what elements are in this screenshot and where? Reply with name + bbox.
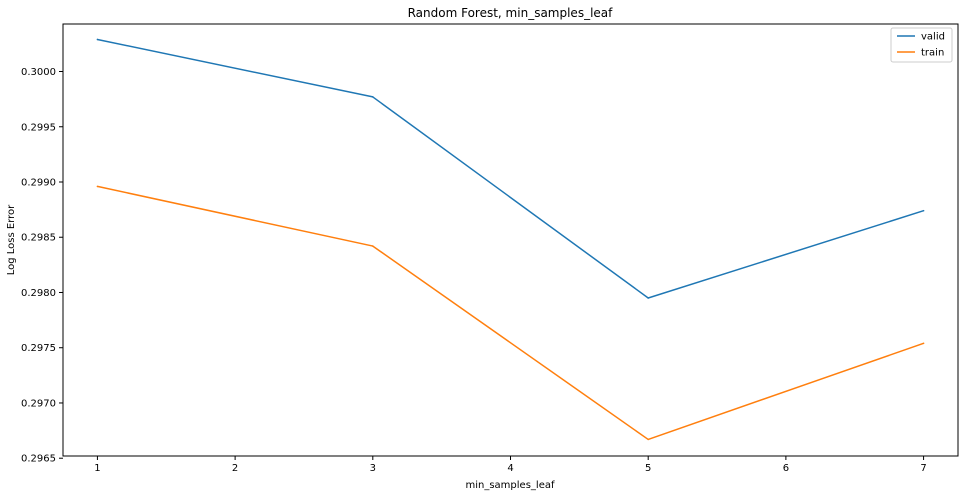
- x-axis-label: min_samples_leaf: [465, 480, 554, 491]
- y-tick-label: 0.2990: [21, 177, 56, 188]
- x-tick-label: 3: [370, 463, 376, 474]
- y-tick-label: 0.2965: [21, 454, 56, 465]
- y-tick-label: 0.2980: [21, 288, 56, 299]
- y-tick-label: 0.3000: [21, 67, 56, 78]
- chart-title: Random Forest, min_samples_leaf: [408, 6, 614, 20]
- y-axis-label: Log Loss Error: [6, 204, 17, 275]
- y-tick-label: 0.2995: [21, 122, 56, 133]
- data-point-valid: [922, 209, 925, 212]
- x-tick-label: 1: [94, 463, 100, 474]
- y-tick-label: 0.2985: [21, 233, 56, 244]
- series-line-train: [97, 185, 924, 441]
- series-lines: [96, 38, 925, 441]
- y-tick-label: 0.2975: [21, 343, 56, 354]
- y-tick-label: 0.2970: [21, 398, 56, 409]
- data-point-train: [922, 342, 925, 345]
- x-axis: 1 2 3 4 5 6 7: [94, 456, 927, 474]
- series-line-valid: [97, 38, 924, 299]
- y-axis: 0.2965 0.2970 0.2975 0.2980 0.2985 0.2990 0.29…: [21, 67, 63, 465]
- plot-frame: [62, 23, 959, 457]
- plot-area: [62, 23, 959, 457]
- data-point-valid: [372, 96, 374, 98]
- x-tick-label: 2: [232, 463, 238, 474]
- x-tick-label: 7: [920, 463, 926, 474]
- legend-label-train: train: [921, 48, 944, 59]
- x-tick-label: 4: [507, 463, 513, 474]
- data-point-train: [372, 245, 374, 247]
- x-tick-label: 6: [783, 463, 789, 474]
- x-tick-label: 5: [645, 463, 651, 474]
- legend: valid train: [890, 27, 953, 63]
- data-point-train: [96, 185, 99, 188]
- data-point-train: [647, 438, 649, 441]
- data-point-valid: [96, 38, 99, 41]
- data-point-valid: [647, 297, 649, 299]
- legend-label-valid: valid: [921, 32, 945, 43]
